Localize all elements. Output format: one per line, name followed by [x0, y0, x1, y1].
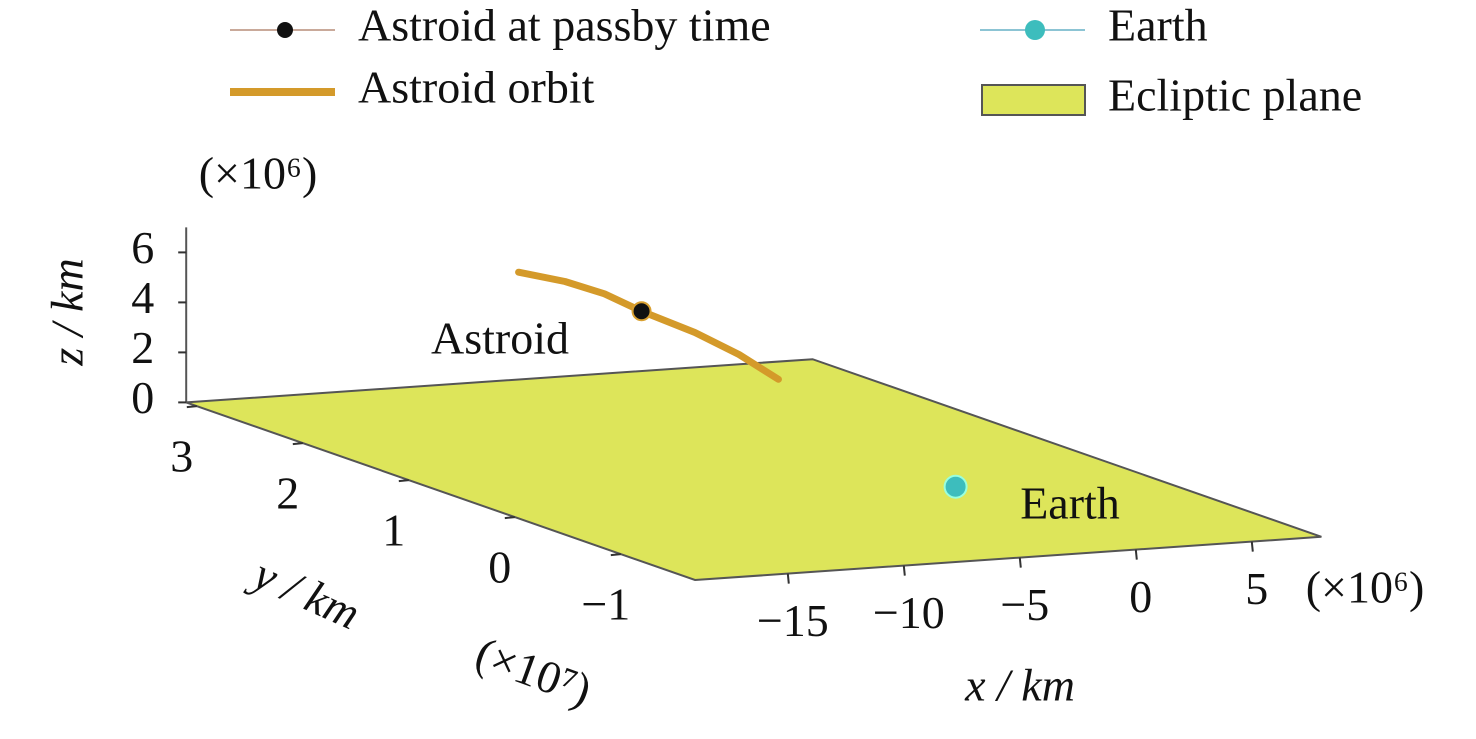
y-tick-label: 0	[488, 542, 511, 593]
legend-swatch	[981, 84, 1086, 116]
y-axis-label: y / km	[243, 546, 368, 639]
y-tick-label: 3	[170, 431, 193, 482]
x-tick	[1018, 557, 1022, 568]
earth-point	[943, 474, 968, 499]
z-multiplier: (×10⁶)	[199, 148, 318, 199]
y-tick-label: 1	[382, 505, 405, 556]
legend-label: Ecliptic plane	[1108, 70, 1362, 121]
x-tick	[1134, 549, 1138, 560]
y-multiplier: (×10⁷)	[469, 627, 598, 715]
z-axis-label: z / km	[42, 258, 93, 366]
legend: Astroid at passby time Astroid orbit Earth…	[230, 0, 1362, 121]
x-tick-label: −5	[1000, 579, 1049, 630]
z-tick-label: 0	[131, 372, 154, 423]
x-tick-label: 0	[1129, 571, 1152, 622]
legend-label: Earth	[1108, 0, 1208, 51]
ecliptic-plane	[185, 358, 1322, 582]
y-tick	[398, 479, 409, 483]
annotation: Earth	[1020, 478, 1120, 529]
asteroid-point	[631, 301, 652, 322]
y-tick	[292, 442, 303, 446]
x-tick-label: −15	[757, 595, 829, 646]
y-tick	[504, 516, 515, 520]
z-tick-label: 2	[131, 322, 154, 373]
legend-marker	[1025, 20, 1045, 40]
x-tick-label: 5	[1245, 563, 1268, 614]
legend-marker	[277, 22, 293, 38]
y-tick-label: 2	[276, 468, 299, 519]
x-axis-label: x / km	[964, 660, 1075, 711]
x-tick	[786, 573, 790, 584]
legend-label: Astroid orbit	[358, 62, 595, 113]
x-tick-label: −10	[873, 587, 945, 638]
legend-label: Astroid at passby time	[358, 0, 771, 51]
x-tick	[902, 565, 906, 576]
x-tick	[1250, 541, 1254, 552]
y-tick	[186, 405, 197, 409]
z-tick-label: 6	[131, 222, 154, 273]
y-tick	[610, 553, 621, 557]
annotation: Astroid	[431, 313, 569, 364]
z-tick-label: 4	[131, 272, 154, 323]
y-tick-label: −1	[581, 579, 630, 630]
x-multiplier: (×10⁶)	[1306, 562, 1425, 613]
